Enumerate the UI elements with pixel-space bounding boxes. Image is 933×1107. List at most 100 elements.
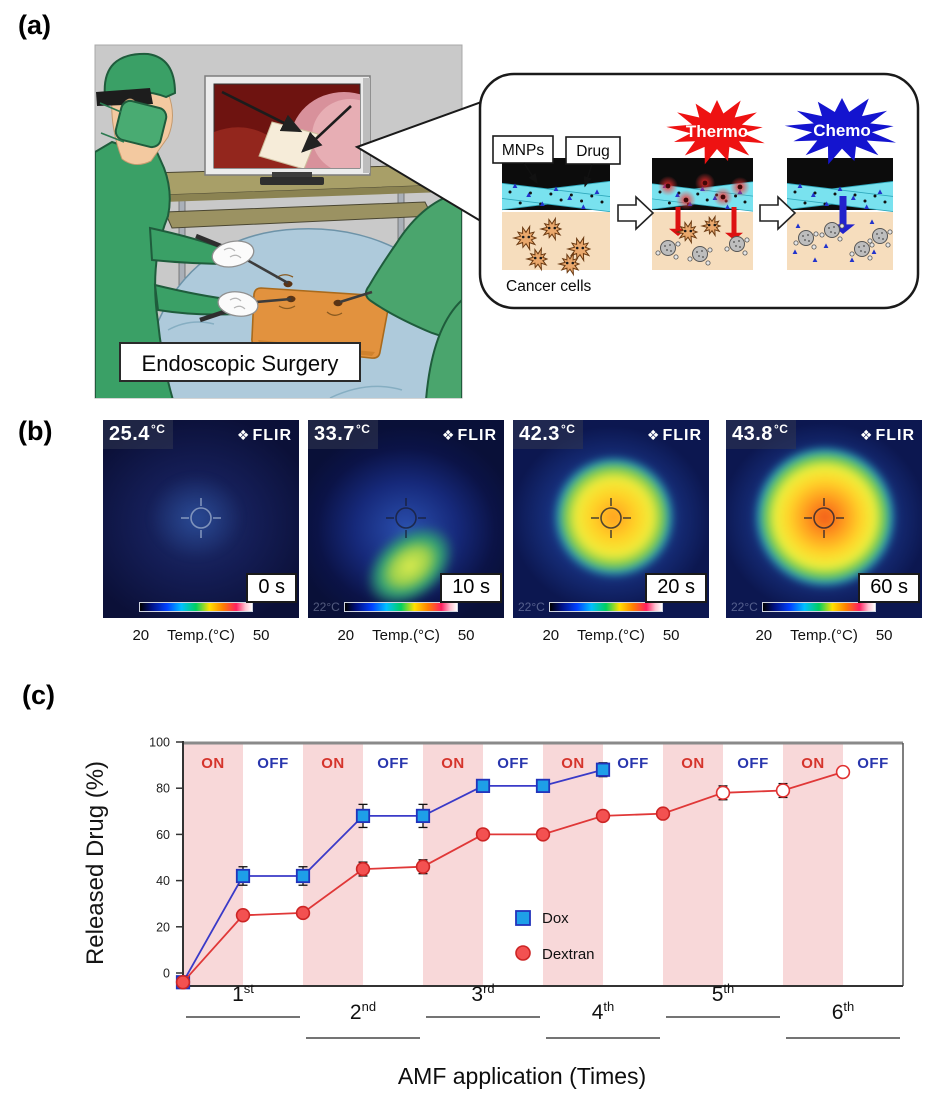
flir-brand-text: FLIR [457,427,497,444]
cell-speckle [863,245,865,247]
mnp-dot-icon [559,198,563,202]
cell-speckle [804,239,806,241]
mnp-dot-icon [873,194,877,198]
x-group-label: 5th [712,981,735,1006]
drug-triangle-icon [580,204,586,209]
dead-cell-icon [660,240,676,256]
mechanism-panels [502,158,893,277]
debris-icon [837,236,843,242]
y-tick-label: 100 [149,736,170,750]
cell-speckle [858,246,860,248]
cell-speckle [807,234,809,236]
thermal-frame-20s: 42.3°C ❖ FLIR 22°C 20 s [513,420,709,618]
release-arrow-icon [725,207,743,240]
drug-triangle-icon [877,189,883,194]
screen-instrument [221,90,303,133]
temperature-readout: 42.3°C [513,420,584,449]
amf-on-band [423,743,483,986]
thermal-hotspot [131,458,261,576]
table-edge [162,185,445,202]
mechanism-panel-2 [652,158,753,270]
legend-marker-dox [515,910,531,926]
dead-cell-icon [798,230,814,246]
surgeon-eyewear [96,88,153,106]
amf-on-band [663,743,723,986]
x-group-label: 1st [232,981,254,1006]
chemo-label: Chemo [813,121,871,140]
marker-dox [295,868,311,884]
surgeon-mask [114,99,168,149]
scale-min: 20 [755,627,773,644]
y-tick-label: 80 [156,782,170,796]
scale-label: Temp.(°C) [577,627,645,644]
x-axis-title: AMF application (Times) [398,1063,646,1089]
marker-dextran [535,827,551,842]
cell-speckle [876,233,878,235]
thermal-frame-0s: 25.4°C ❖ FLIR 0 s [103,420,299,618]
thermal-frame-10s: 33.7°C ❖ FLIR 22°C 10 s [308,420,504,618]
debris-icon [724,246,730,252]
cancer-cell-icon [557,251,581,277]
cell-eye [713,223,717,227]
mnp-dot-icon [813,191,817,195]
overlay-min-temp: 22°C [518,600,545,614]
dead-cell-icon [824,222,840,238]
cancer-cell-icon [539,216,563,242]
amf-state-label: OFF [377,755,409,772]
cell-eye [683,229,687,233]
surgeon-right-arm [339,190,462,398]
debris-icon [655,250,661,256]
cancer-cell-icon [525,246,549,272]
amf-state-label: OFF [617,755,649,772]
cell-eye [539,256,543,260]
temperature-value: 42.3 [519,423,560,445]
cell-eye [707,223,711,227]
mnp-dot-icon [569,193,573,197]
mnps-pointer-arrow [523,162,538,185]
surgeon-left [95,52,238,398]
cell-eye [527,235,531,239]
debris-icon [869,242,875,248]
x-group-label: 6th [832,999,855,1024]
debris-icon [687,256,693,262]
drug-triangle-icon [864,204,870,209]
cell-speckle [666,249,668,251]
marker-dextran [235,908,251,923]
amf-state-label: ON [561,755,585,772]
marker-dextran [355,861,371,877]
cell-speckle [860,250,862,252]
debris-icon [707,247,713,253]
scale-min: 20 [132,627,150,644]
cell-eye [575,246,579,250]
monitor-stand [272,172,312,178]
temperature-value: 43.8 [732,423,773,445]
thermal-scale-caption: 20 Temp.(°C) 50 [513,627,709,644]
cell-eye [571,261,575,265]
mnp-dot-icon [803,201,807,205]
x-group-label: 2nd [350,999,376,1024]
cell-speckle [739,246,741,248]
marker-dextran [775,783,791,798]
debris-icon [813,231,819,237]
mnp-dot-icon [590,194,594,198]
mechanism-panel-3 [787,158,893,270]
cell-speckle [696,251,698,253]
cancer-cell-icon [700,214,722,238]
marker-dox [595,762,611,777]
temperature-value: 25.4 [109,423,150,445]
amf-state-label: ON [201,755,225,772]
drug-triangle-icon [871,249,877,254]
scale-max: 50 [457,627,475,644]
mechanism-panel-1 [502,158,610,277]
drug-triangle-icon [512,183,518,188]
panel-a: Endoscopic Surgery MNPs Drug Thermo Chem… [94,44,920,399]
cell-speckle [670,250,672,252]
drug-triangle-icon [792,249,798,254]
legend-label-dextran: Dextran [542,946,595,963]
debris-icon [673,254,679,260]
y-tick-label: 40 [156,874,170,888]
dead-cell-icon [692,246,708,262]
amf-state-label: OFF [737,755,769,772]
cell-speckle [802,235,804,237]
time-label: 0 s [246,573,297,603]
